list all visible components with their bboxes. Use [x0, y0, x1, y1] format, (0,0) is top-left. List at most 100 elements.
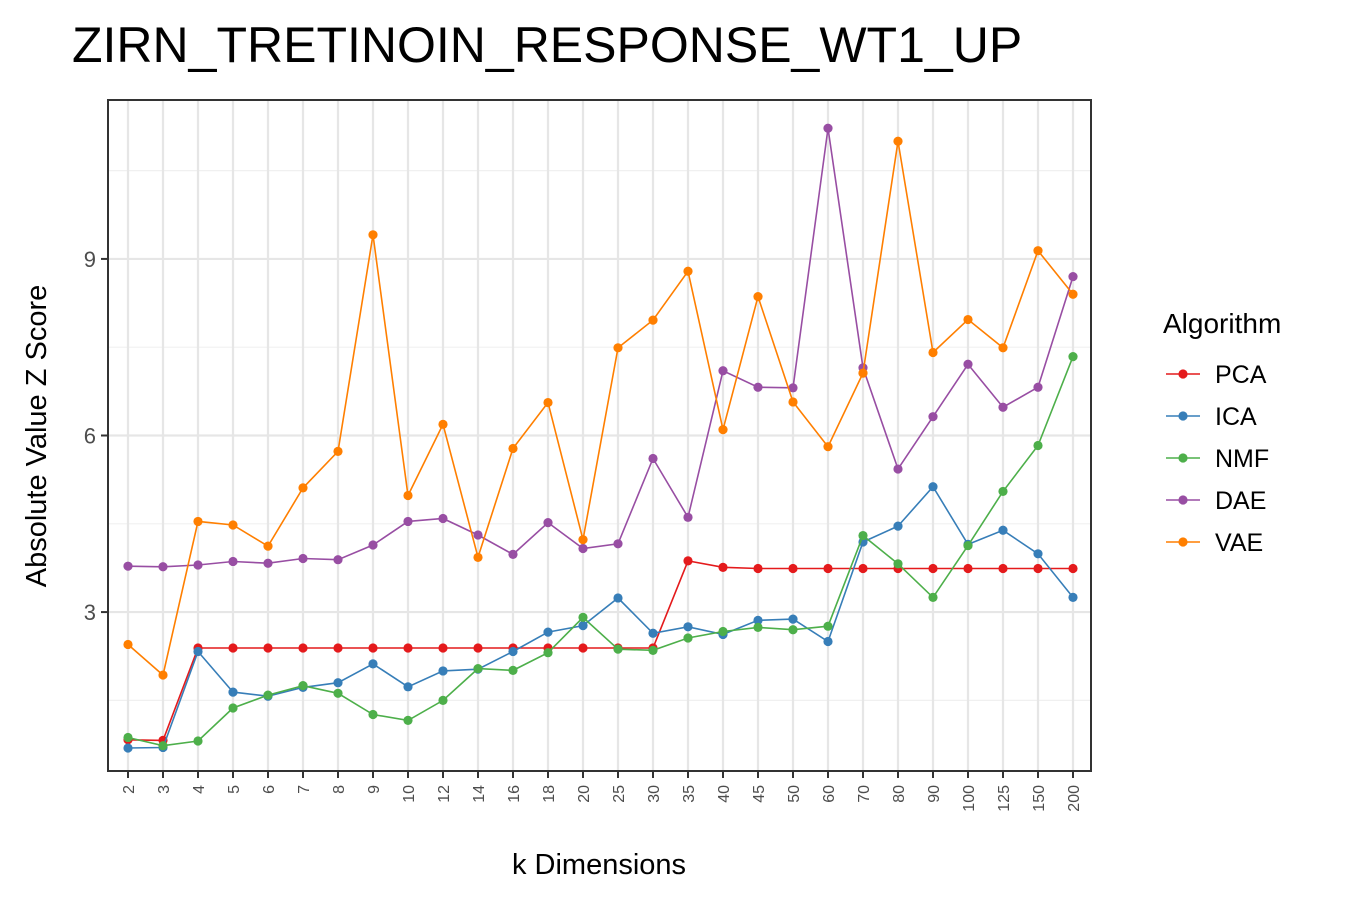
- data-point-nmf: [893, 559, 903, 569]
- data-point-nmf: [963, 540, 973, 551]
- data-point-pca: [473, 643, 483, 653]
- x-tick-label: 12: [436, 785, 453, 803]
- data-point-vae: [928, 347, 938, 358]
- data-point-ica: [823, 636, 833, 647]
- series-line-vae: [127, 141, 1074, 677]
- data-point-pca: [438, 643, 448, 653]
- x-tick-label: 8: [331, 785, 348, 794]
- series-line-pca: [127, 559, 1073, 742]
- data-point-dae: [298, 553, 308, 564]
- legend-label: PCA: [1215, 361, 1267, 389]
- data-point-dae: [193, 560, 203, 570]
- data-point-dae: [963, 359, 973, 369]
- x-axis-title: k Dimensions: [512, 849, 686, 881]
- series-nmf: [123, 352, 1078, 751]
- x-tick-label: 40: [716, 785, 733, 803]
- data-point-pca: [1033, 563, 1043, 574]
- legend-key-point: [1178, 537, 1188, 547]
- legend: Algorithm PCA ICA NMF DAE VAE: [1163, 308, 1281, 557]
- data-point-dae: [823, 123, 833, 133]
- data-point-dae: [263, 558, 273, 568]
- data-point-vae: [403, 490, 413, 501]
- y-tick-label: 9: [84, 247, 96, 272]
- series-line-nmf: [127, 356, 1074, 747]
- data-point-pca: [403, 643, 413, 653]
- data-point-pca: [823, 563, 833, 574]
- data-point-pca: [228, 643, 238, 653]
- data-point-dae: [228, 556, 238, 567]
- data-point-nmf: [1033, 440, 1043, 451]
- data-point-vae: [823, 442, 833, 452]
- data-point-nmf: [228, 703, 238, 713]
- data-point-nmf: [613, 644, 623, 654]
- data-point-vae: [158, 670, 168, 680]
- data-point-dae: [158, 562, 168, 572]
- data-point-dae: [438, 513, 448, 524]
- legend-item-vae: VAE: [1166, 529, 1263, 557]
- x-tick-label: 9: [366, 785, 383, 794]
- data-point-ica: [508, 646, 518, 657]
- x-tick-label: 10: [401, 785, 418, 803]
- x-tick-label: 5: [226, 785, 243, 794]
- data-point-nmf: [473, 663, 483, 674]
- legend-label: NMF: [1215, 445, 1269, 473]
- legend-key-point: [1178, 411, 1188, 421]
- data-point-ica: [543, 627, 553, 637]
- data-point-nmf: [263, 690, 273, 700]
- series-pca: [123, 556, 1078, 745]
- data-point-nmf: [508, 665, 518, 675]
- x-tick-label: 18: [541, 785, 558, 803]
- data-point-nmf: [928, 592, 938, 602]
- data-point-vae: [858, 368, 868, 378]
- data-point-nmf: [333, 688, 343, 698]
- x-tick-label: 200: [1066, 785, 1083, 812]
- legend-label: VAE: [1215, 529, 1263, 557]
- data-point-nmf: [123, 732, 133, 743]
- x-tick-label: 6: [261, 785, 278, 794]
- legend-item-dae: DAE: [1166, 487, 1266, 515]
- data-point-pca: [858, 563, 868, 574]
- data-point-pca: [998, 563, 1008, 574]
- y-tick-label: 3: [84, 600, 96, 625]
- x-tick-label: 150: [1031, 785, 1048, 812]
- data-point-ica: [193, 646, 203, 657]
- data-point-ica: [893, 521, 903, 531]
- data-point-vae: [1033, 246, 1043, 256]
- series-layer: [123, 123, 1078, 753]
- data-point-nmf: [158, 741, 168, 751]
- data-point-pca: [368, 643, 378, 653]
- series-ica: [123, 482, 1078, 753]
- y-tick-label: 6: [84, 424, 96, 449]
- data-point-dae: [508, 549, 518, 559]
- y-axis-title: Absolute Value Z Score: [21, 285, 53, 588]
- data-point-ica: [788, 614, 798, 624]
- data-point-pca: [788, 563, 798, 574]
- data-point-nmf: [298, 681, 308, 691]
- data-point-nmf: [648, 645, 658, 655]
- x-tick-label: 45: [751, 785, 768, 803]
- data-point-nmf: [683, 633, 693, 643]
- x-tick-label: 50: [786, 785, 803, 803]
- data-point-dae: [1033, 382, 1043, 392]
- data-point-vae: [508, 443, 518, 454]
- legend-item-nmf: NMF: [1166, 445, 1269, 473]
- series-line-dae: [127, 128, 1074, 568]
- x-tick-label: 70: [856, 785, 873, 803]
- x-tick-label: 60: [821, 785, 838, 803]
- legend-title: Algorithm: [1163, 308, 1281, 339]
- data-point-vae: [473, 552, 483, 562]
- data-point-nmf: [1068, 352, 1078, 362]
- data-point-dae: [788, 383, 798, 393]
- data-point-vae: [298, 483, 308, 493]
- data-point-ica: [1033, 549, 1043, 559]
- data-point-nmf: [543, 648, 553, 658]
- legend-key-point: [1178, 495, 1188, 505]
- data-point-dae: [368, 540, 378, 550]
- data-point-nmf: [753, 622, 763, 632]
- legend-key-point: [1178, 369, 1188, 379]
- legend-label: ICA: [1215, 403, 1257, 431]
- data-point-dae: [753, 382, 763, 392]
- x-tick-label: 35: [681, 785, 698, 803]
- x-tick-label: 14: [471, 785, 488, 803]
